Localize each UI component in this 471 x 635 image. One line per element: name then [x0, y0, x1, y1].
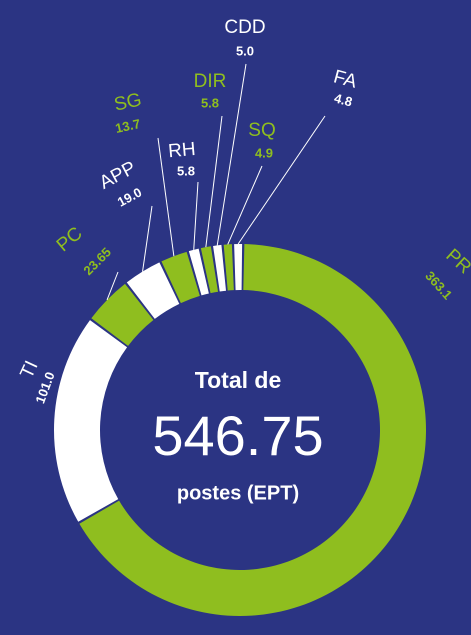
- segment-value: 4.8: [333, 90, 354, 109]
- donut-segment: [126, 262, 180, 319]
- segment-value: 13.7: [114, 116, 142, 136]
- segment-name: SQ: [248, 120, 275, 141]
- leader-line: [142, 205, 153, 272]
- segment-value: 5.8: [201, 95, 219, 110]
- donut-segment: [54, 320, 128, 522]
- segment-value: 5.8: [177, 163, 195, 178]
- segment-name: DIR: [194, 71, 227, 92]
- center-top: Total de: [195, 367, 281, 393]
- leader-line: [216, 63, 247, 246]
- leader-line: [227, 165, 263, 245]
- center-bottom: postes (EPT): [177, 482, 299, 504]
- segment-value: 5.0: [236, 43, 254, 58]
- segment-name: RH: [167, 139, 196, 162]
- leader-line: [237, 115, 326, 245]
- donut-segment: [223, 244, 234, 291]
- donut-segment: [200, 246, 219, 294]
- leader-line: [205, 115, 223, 248]
- donut-segment: [188, 248, 209, 296]
- leader-line: [157, 137, 175, 257]
- donut-segment: [161, 251, 200, 304]
- segment-name: CDD: [224, 17, 265, 38]
- donut-segment: [91, 283, 154, 346]
- leader-line: [106, 271, 119, 301]
- center-total: 546.75: [152, 404, 323, 467]
- donut-segment: [213, 244, 227, 292]
- donut-segment: [234, 244, 243, 291]
- segment-value: 4.9: [255, 145, 273, 160]
- leader-line: [193, 181, 199, 250]
